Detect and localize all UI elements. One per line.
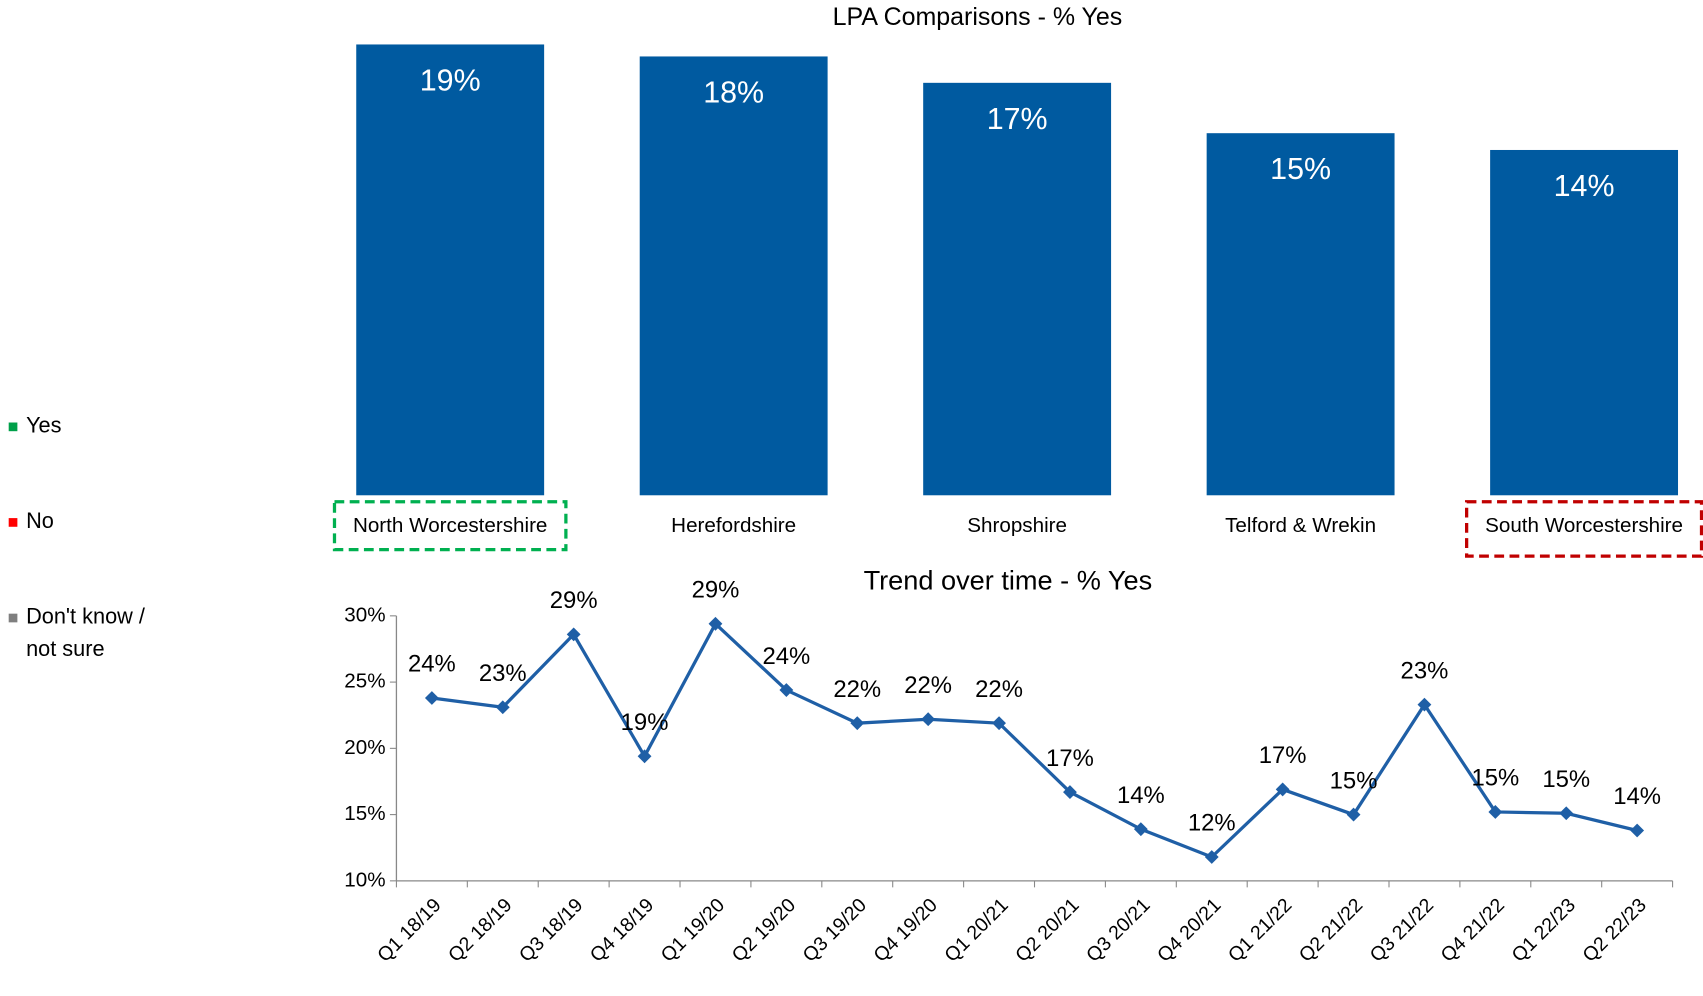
point-value-label: 24%: [762, 643, 810, 670]
y-tick-label: 20%: [344, 736, 385, 759]
bar: [639, 56, 828, 496]
point-value-label: 22%: [975, 676, 1023, 703]
bar: [356, 44, 545, 496]
point: [921, 712, 936, 727]
point: [1417, 697, 1432, 712]
x-tick-label: Q2 20/21: [1011, 894, 1083, 966]
bar: [1490, 149, 1679, 496]
bar-value-label: 19%: [420, 64, 481, 98]
point: [850, 716, 865, 731]
point-value-label: 15%: [1330, 767, 1378, 794]
line-title: Trend over time - % Yes: [864, 564, 1153, 595]
bar-title: LPA Comparisons - % Yes: [833, 3, 1123, 31]
point-value-label: 29%: [692, 577, 740, 604]
x-tick-label: Q2 21/22: [1295, 894, 1367, 966]
point-value-label: 29%: [550, 587, 598, 614]
x-tick-label: Q4 19/20: [869, 894, 941, 966]
legend-label: Don't know / not sure: [26, 604, 145, 662]
point: [1630, 823, 1645, 838]
bar: [923, 82, 1112, 496]
x-tick-label: Q1 21/22: [1224, 894, 1296, 966]
point-value-label: 15%: [1471, 765, 1519, 792]
bar: [1206, 133, 1395, 496]
legend-swatch: [8, 613, 18, 623]
bar-value-label: 14%: [1554, 169, 1615, 203]
x-tick-label: Q1 18/19: [373, 894, 445, 966]
point-value-label: 14%: [1613, 783, 1661, 810]
point: [1559, 806, 1574, 821]
bar-value-label: 15%: [1270, 152, 1331, 186]
point: [424, 691, 439, 705]
x-tick-label: Q2 22/23: [1578, 894, 1650, 966]
point-value-label: 17%: [1259, 742, 1307, 769]
bar-value-label: 17%: [987, 102, 1048, 136]
x-tick-label: Telford & Wrekin: [1225, 514, 1376, 537]
legend-item: No: [26, 509, 54, 534]
point: [637, 749, 652, 764]
point-value-label: 12%: [1188, 810, 1236, 837]
x-tick-label: Q4 20/21: [1153, 894, 1225, 966]
bar-value-label: 18%: [703, 75, 764, 109]
point-value-label: 22%: [904, 672, 952, 699]
point-value-label: 19%: [621, 709, 669, 736]
legend-item: Don't know / not sure: [26, 604, 145, 662]
x-tick-label: Q1 19/20: [657, 894, 729, 966]
x-tick-label: South Worcestershire: [1485, 514, 1683, 537]
x-tick-label: Q4 18/19: [586, 894, 658, 966]
x-tick-label: Q1 20/21: [940, 894, 1012, 966]
x-tick-label: Herefordshire: [671, 514, 796, 537]
x-tick-label: Q2 19/20: [728, 894, 800, 966]
point-value-label: 15%: [1542, 766, 1590, 793]
y-tick-label: 15%: [344, 802, 385, 825]
point-value-label: 22%: [833, 676, 881, 703]
x-tick-label: Q3 21/22: [1366, 894, 1438, 966]
legend-item: Yes: [26, 413, 62, 438]
x-tick-label: Q3 18/19: [515, 894, 587, 966]
point-value-label: 14%: [1117, 782, 1165, 809]
point: [1133, 822, 1148, 837]
y-tick-label: 25%: [344, 670, 385, 693]
x-tick-label: Shropshire: [967, 514, 1067, 537]
x-tick-label: North Worcestershire: [353, 514, 547, 537]
trend-line: [431, 621, 1638, 859]
legend-swatch: [8, 422, 18, 432]
x-tick-label: Q4 21/22: [1437, 894, 1509, 966]
point-value-label: 23%: [479, 660, 527, 687]
x-tick-label: Q1 22/23: [1508, 894, 1580, 966]
y-tick-label: 10%: [344, 868, 385, 891]
legend-label: No: [26, 509, 54, 534]
point-value-label: 17%: [1046, 745, 1094, 772]
point-value-label: 24%: [408, 651, 456, 678]
legend-swatch: [8, 518, 18, 527]
legend-label: Yes: [26, 413, 62, 438]
x-tick-label: Q3 20/21: [1082, 894, 1154, 966]
x-tick-label: Q3 19/20: [799, 894, 871, 966]
x-tick-label: Q2 18/19: [444, 894, 516, 966]
y-tick-label: 30%: [344, 603, 385, 626]
category-highlight: [1465, 500, 1703, 558]
point-value-label: 23%: [1401, 657, 1449, 684]
category-highlight: [332, 500, 568, 552]
